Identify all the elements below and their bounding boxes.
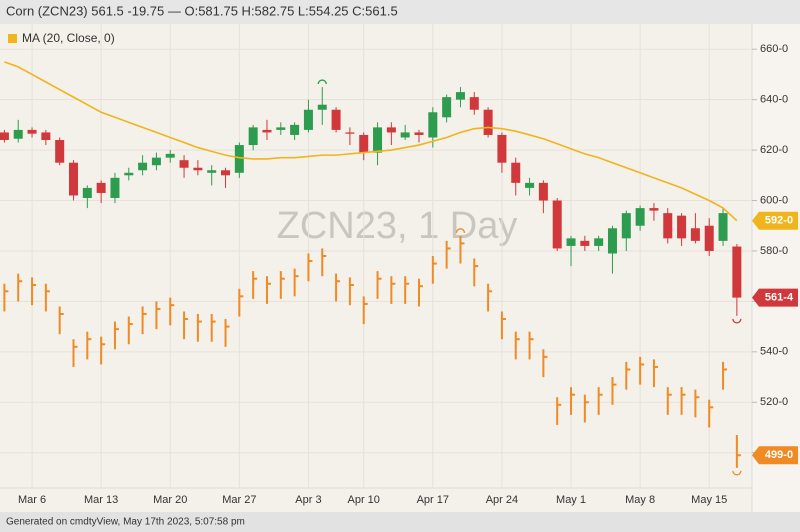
swing-marker xyxy=(732,470,742,476)
candle-body xyxy=(663,213,673,239)
candle-body xyxy=(27,129,37,134)
candle-body xyxy=(290,124,300,135)
candle-body xyxy=(331,109,341,130)
candle-body xyxy=(345,132,355,134)
candle-body xyxy=(525,182,535,188)
candle-body xyxy=(41,132,51,140)
candle-body xyxy=(0,132,9,140)
candle-body xyxy=(165,153,175,158)
candle-body xyxy=(442,97,452,118)
candle-body xyxy=(455,92,465,100)
candle-body xyxy=(82,187,92,198)
candle-body xyxy=(138,162,148,171)
candle-body xyxy=(566,238,576,246)
candle-body xyxy=(704,225,714,251)
y-tick-label: 620-0 xyxy=(760,144,788,156)
watermark: ZCN23, 1 Day xyxy=(277,205,518,247)
candle-body xyxy=(538,182,548,201)
y-axis-panel xyxy=(752,24,800,512)
candle-body xyxy=(234,145,244,173)
candle-body xyxy=(262,129,272,133)
y-tick-label: 580-0 xyxy=(760,245,788,257)
price-tag xyxy=(752,211,798,230)
candle-body xyxy=(400,132,410,138)
candle-body xyxy=(317,104,327,110)
candle-body xyxy=(594,238,604,246)
candle-body xyxy=(55,140,65,163)
price-tag xyxy=(752,446,798,465)
y-tick-label: 660-0 xyxy=(760,43,788,55)
x-tick-label: May 15 xyxy=(691,494,727,506)
swing-marker xyxy=(732,318,742,324)
candle-body xyxy=(124,172,134,176)
candle-body xyxy=(497,134,507,163)
header xyxy=(0,0,800,24)
candle-body xyxy=(359,134,369,153)
candle-body xyxy=(732,246,742,298)
price-tag-label: 499-0 xyxy=(765,449,793,461)
candle-body xyxy=(179,160,189,168)
x-tick-label: Mar 20 xyxy=(153,494,187,506)
price-tag-label: 561-4 xyxy=(765,292,794,304)
candle-body xyxy=(386,127,396,133)
legend-swatch xyxy=(8,34,17,43)
footer-bar xyxy=(0,512,800,532)
y-tick-label: 520-0 xyxy=(760,396,788,408)
candle-body xyxy=(151,157,161,166)
candle-body xyxy=(69,162,78,196)
x-tick-label: May 1 xyxy=(556,494,586,506)
candle-body xyxy=(552,200,562,249)
swing-marker xyxy=(317,79,327,85)
x-tick-label: May 8 xyxy=(625,494,655,506)
candle-body xyxy=(414,132,424,135)
candle-body xyxy=(649,208,659,211)
candle-body xyxy=(193,167,203,171)
candle-body xyxy=(483,109,493,135)
x-tick-label: Apr 10 xyxy=(348,494,380,506)
candle-body xyxy=(248,127,258,146)
x-tick-label: Apr 24 xyxy=(486,494,518,506)
candle-body xyxy=(373,127,383,153)
legend-label: MA (20, Close, 0) xyxy=(22,31,115,45)
swing-marker xyxy=(455,228,466,233)
candle-body xyxy=(110,177,120,198)
y-tick-label: 540-0 xyxy=(760,346,788,358)
x-tick-label: Apr 17 xyxy=(417,494,449,506)
price-tag xyxy=(752,288,798,307)
x-tick-label: Mar 13 xyxy=(84,494,118,506)
candle-body xyxy=(718,213,728,241)
candle-body xyxy=(221,170,231,176)
footer: Generated on cmdtyView, May 17th 2023, 5… xyxy=(6,517,245,528)
chart-title: Corn (ZCN23) 561.5 -19.75 — O:581.75 H:5… xyxy=(6,3,398,18)
candle-body xyxy=(635,208,645,226)
x-tick-label: Apr 3 xyxy=(295,494,321,506)
candle-body xyxy=(511,162,521,183)
ma-line xyxy=(4,61,738,222)
candle-body xyxy=(677,215,687,239)
candle-body xyxy=(303,109,313,130)
x-tick-label: Mar 6 xyxy=(18,494,46,506)
candle-body xyxy=(96,182,106,193)
x-tick-label: Mar 27 xyxy=(222,494,256,506)
y-tick-label: 640-0 xyxy=(760,94,788,106)
price-tag-label: 592-0 xyxy=(765,215,793,227)
candle-body xyxy=(428,112,438,138)
candle-body xyxy=(276,127,286,130)
y-tick-label: 600-0 xyxy=(760,194,788,206)
candle-body xyxy=(580,240,590,246)
candle-body xyxy=(621,213,631,239)
candle-body xyxy=(13,129,23,139)
candle-body xyxy=(207,170,217,173)
candle-body xyxy=(607,228,617,254)
candle-body xyxy=(469,97,479,110)
candle-body xyxy=(690,228,700,241)
